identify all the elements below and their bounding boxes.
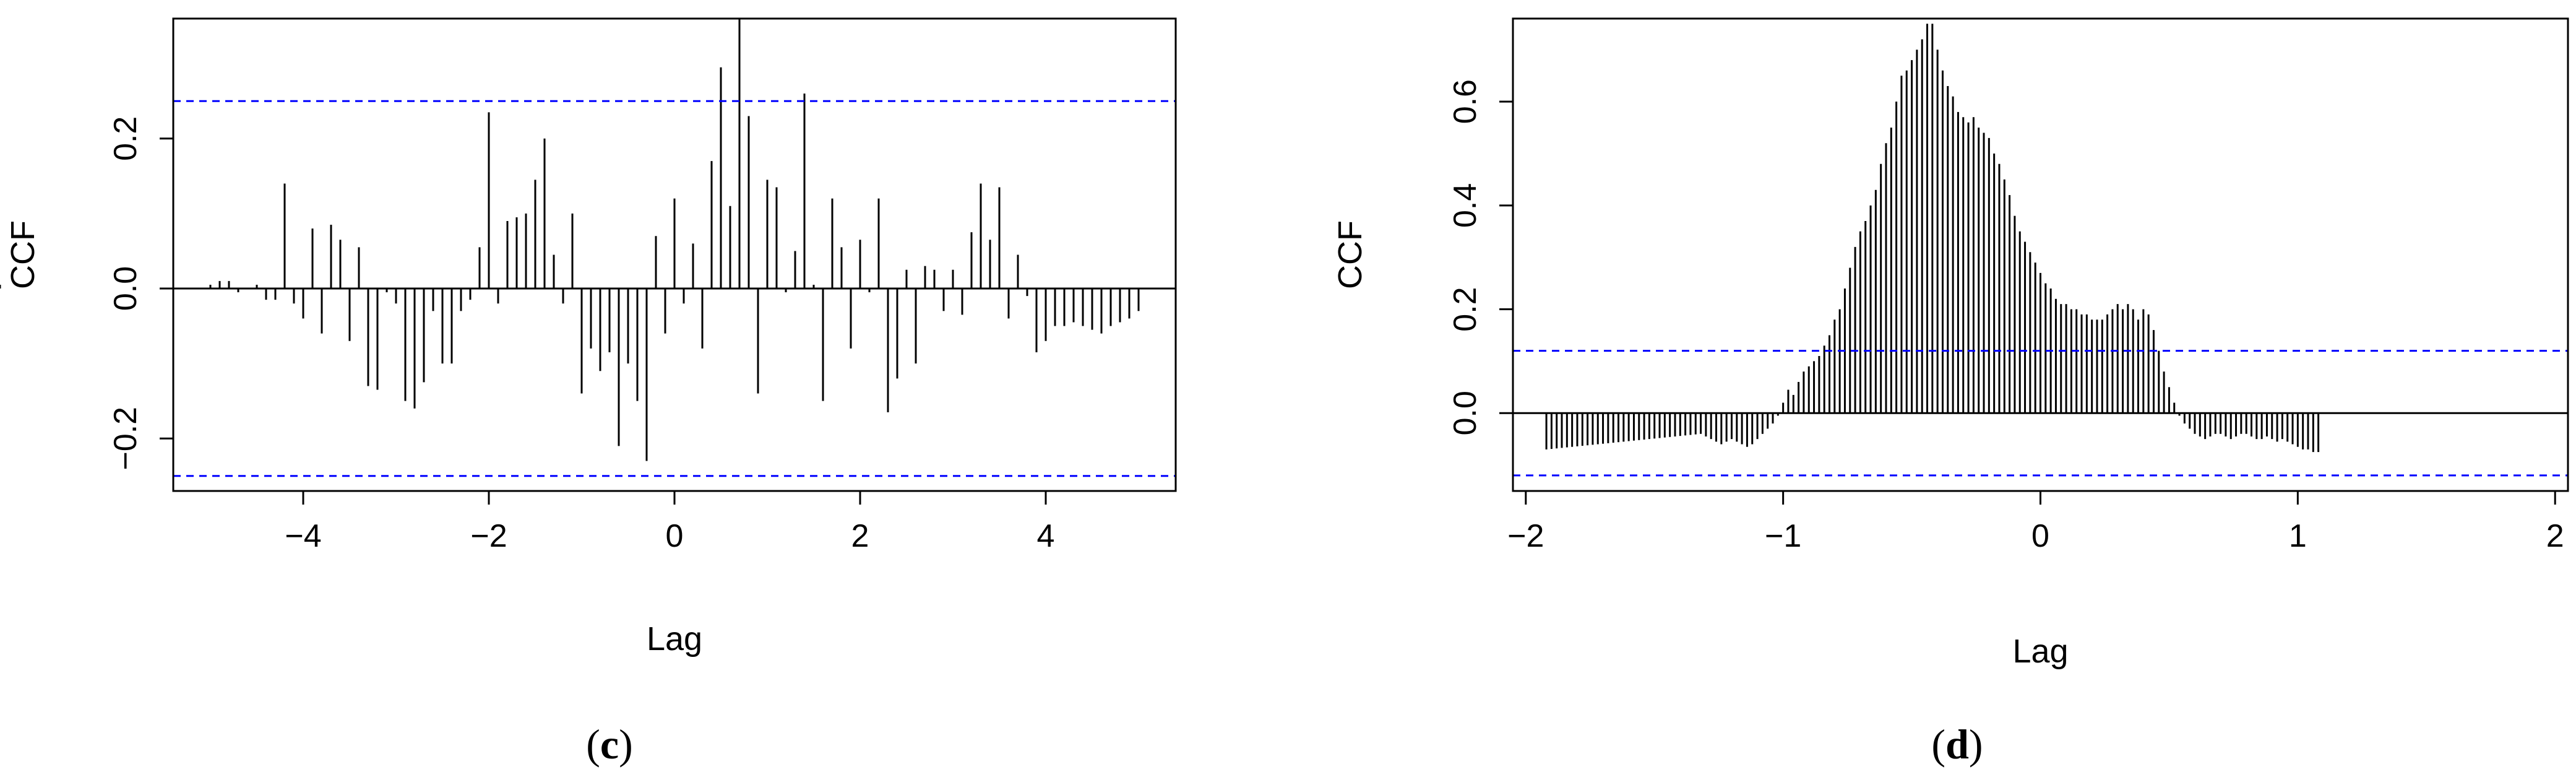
y-tick-label: 0.2: [108, 116, 144, 161]
y-ticks-d: 0.0 0.2 0.4 0.6: [1447, 79, 1513, 435]
bars-d: [1513, 24, 2568, 453]
x-axis-label-c: Lag: [647, 620, 702, 658]
x-tick-label: 4: [1037, 518, 1055, 554]
x-tick-label: 2: [851, 518, 869, 554]
panel-caption-c: (c): [586, 721, 633, 768]
chart-panel-d: −2 −1 0 1 2 0.0 0.2 0.4 0.6 Lag CCF (d): [1332, 17, 2569, 768]
x-ticks-d: −2 −1 0 1 2: [1507, 491, 2564, 554]
x-axis-label-d: Lag: [2012, 633, 2068, 670]
x-tick-label: −2: [1507, 518, 1544, 554]
plot-frame-d: [1512, 17, 2569, 492]
y-tick-label: −0.2: [108, 407, 144, 471]
panel-caption-d: (d): [1931, 721, 1983, 768]
bars-c: [0, 19, 1176, 461]
x-tick-label: 1: [2289, 518, 2307, 554]
confidence-bounds-d: [1513, 350, 2568, 477]
y-axis-label-c: CCF: [4, 220, 41, 289]
y-tick-label: 0.2: [1447, 287, 1483, 331]
x-tick-label: 0: [2031, 518, 2049, 554]
x-tick-label: −1: [1765, 518, 1801, 554]
x-tick-label: 0: [666, 518, 684, 554]
chart-panel-c: −4 −2 0 2 4 −0.2 0.0 0.2 Lag CCF (c): [0, 17, 1177, 768]
confidence-bounds-c: [173, 100, 1176, 477]
y-axis-label-d: CCF: [1332, 220, 1369, 289]
x-tick-label: −4: [285, 518, 321, 554]
y-tick-label: 0.0: [108, 266, 144, 311]
y-ticks-c: −0.2 0.0 0.2: [108, 116, 173, 471]
y-tick-label: 0.0: [1447, 391, 1483, 435]
x-tick-label: 2: [2546, 518, 2564, 554]
y-tick-label: 0.6: [1447, 79, 1483, 124]
x-tick-label: −2: [470, 518, 507, 554]
x-ticks-c: −4 −2 0 2 4: [285, 491, 1054, 554]
y-tick-label: 0.4: [1447, 183, 1483, 228]
